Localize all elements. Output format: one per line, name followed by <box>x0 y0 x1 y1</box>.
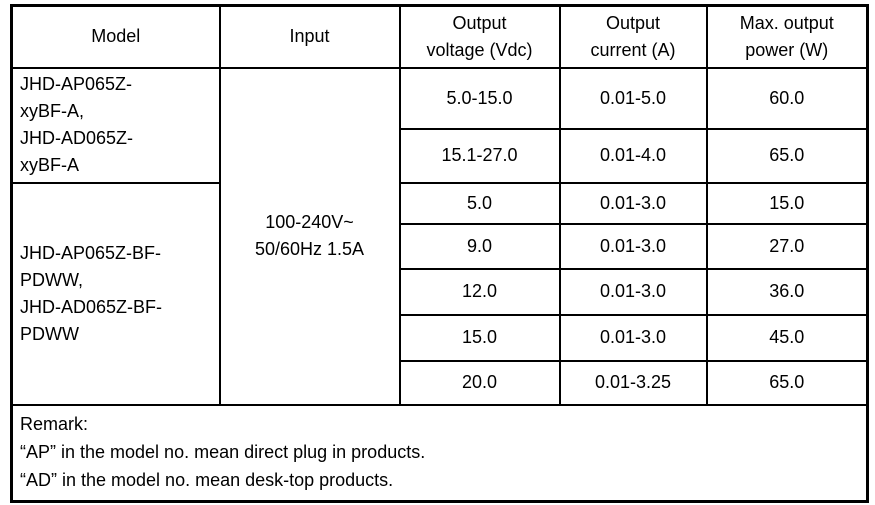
current-cell: 0.01-3.25 <box>558 359 708 406</box>
current-cell: 0.01-3.0 <box>558 222 708 270</box>
voltage-cell: 15.1-27.0 <box>398 127 561 184</box>
header-output-current: Output current (A) <box>558 4 708 69</box>
table-row: JHD-AP065Z- xyBF-A, JHD-AD065Z- xyBF-A 1… <box>10 66 869 406</box>
voltage-cell: 5.0 <box>398 181 561 225</box>
current-cell: 0.01-4.0 <box>558 127 708 184</box>
table-row: 20.0 0.01-3.25 65.0 <box>12 359 869 406</box>
power-cell: 60.0 <box>705 66 869 130</box>
power-cell: 36.0 <box>705 267 869 316</box>
table-row: 15.1-27.0 0.01-4.0 65.0 <box>12 127 869 184</box>
power-cell: 27.0 <box>705 222 869 270</box>
power-cell: 65.0 <box>705 359 869 406</box>
header-max-output-power: Max. output power (W) <box>705 4 869 69</box>
remark-line-ap: “AP” in the model no. mean direct plug i… <box>20 441 426 462</box>
header-input: Input <box>218 4 401 69</box>
remark-cell: Remark: “AP” in the model no. mean direc… <box>10 403 869 502</box>
current-cell: 0.01-3.0 <box>558 267 708 316</box>
current-cell: 0.01-5.0 <box>558 66 708 130</box>
voltage-cell: 15.0 <box>398 313 561 362</box>
remark-line-ad: “AD” in the model no. mean desk-top prod… <box>20 469 394 490</box>
table-row: 12.0 0.01-3.0 36.0 <box>12 267 869 316</box>
remark-row: Remark: “AP” in the model no. mean direc… <box>10 403 869 502</box>
voltage-cell: 5.0-15.0 <box>398 66 561 130</box>
current-cell: 0.01-3.0 <box>558 181 708 225</box>
table-row: JHD-AP065Z-BF- PDWW, JHD-AD065Z-BF- PDWW… <box>10 181 869 406</box>
table-header-row: Model Input Output voltage (Vdc) Output … <box>10 4 869 69</box>
header-model: Model <box>10 4 221 69</box>
voltage-cell: 12.0 <box>398 267 561 316</box>
header-output-voltage: Output voltage (Vdc) <box>398 4 561 69</box>
input-value-cell: 100-240V~ 50/60Hz 1.5A <box>218 66 401 406</box>
power-cell: 45.0 <box>705 313 869 362</box>
table-row: 15.0 0.01-3.0 45.0 <box>12 313 869 362</box>
table-row: 9.0 0.01-3.0 27.0 <box>12 222 869 270</box>
current-cell: 0.01-3.0 <box>558 313 708 362</box>
voltage-cell: 20.0 <box>398 359 561 406</box>
power-cell: 15.0 <box>705 181 869 225</box>
power-spec-table: Model Input Output voltage (Vdc) Output … <box>10 4 869 503</box>
voltage-cell: 9.0 <box>398 222 561 270</box>
model-group-1-cell: JHD-AP065Z- xyBF-A, JHD-AD065Z- xyBF-A <box>10 66 221 184</box>
model-group-2-cell: JHD-AP065Z-BF- PDWW, JHD-AD065Z-BF- PDWW <box>10 181 221 406</box>
power-cell: 65.0 <box>705 127 869 184</box>
remark-title: Remark: <box>20 413 89 434</box>
